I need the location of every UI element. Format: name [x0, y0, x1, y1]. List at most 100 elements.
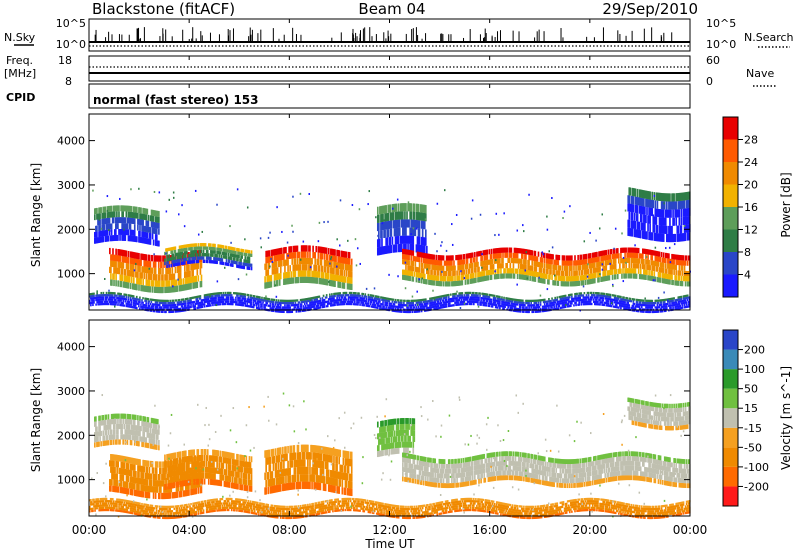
data-cell — [195, 249, 198, 254]
data-cell — [458, 259, 461, 266]
data-cell — [280, 260, 283, 267]
data-cell — [150, 221, 153, 228]
data-cell — [272, 307, 275, 310]
data-cell — [421, 305, 424, 308]
data-cell — [408, 255, 410, 261]
data-cell — [656, 256, 659, 262]
data-cell — [662, 193, 665, 202]
data-cell — [483, 275, 486, 282]
data-cell — [172, 304, 175, 307]
data-cell — [110, 229, 113, 236]
data-cell — [510, 273, 513, 279]
data-cell — [547, 253, 549, 259]
data-cell — [615, 268, 618, 275]
data-cell — [411, 243, 414, 253]
data-cell — [325, 279, 328, 286]
data-cell — [211, 250, 213, 254]
data-cell — [445, 270, 448, 277]
data-cell — [419, 272, 422, 279]
data-cell — [378, 239, 380, 248]
data-cell — [172, 279, 175, 287]
data-cell — [598, 251, 600, 257]
data-cell — [390, 302, 393, 305]
data-cell — [687, 224, 690, 233]
data-cell — [666, 201, 668, 210]
data-cell — [212, 260, 214, 264]
data-cell — [217, 250, 219, 255]
data-cell — [357, 301, 359, 304]
data-cell — [128, 211, 131, 218]
data-cell — [387, 245, 390, 254]
data-cell — [109, 300, 112, 304]
data-cell — [637, 221, 640, 230]
data-cell — [150, 267, 153, 274]
data-cell — [447, 296, 450, 299]
data-cell — [210, 256, 212, 261]
data-cell — [640, 258, 643, 264]
data-cell — [251, 305, 254, 309]
data-cell — [490, 269, 493, 275]
data-cell — [489, 269, 492, 275]
data-cell — [171, 310, 174, 313]
data-cell — [410, 304, 413, 307]
data-cell — [136, 206, 138, 213]
data-cell — [174, 279, 177, 286]
data-cell — [187, 283, 189, 290]
data-cell — [630, 247, 633, 253]
data-cell — [350, 296, 353, 299]
data-cell — [672, 259, 674, 265]
data-cell — [123, 217, 126, 224]
data-cell — [668, 279, 670, 285]
data-cell — [374, 304, 377, 307]
data-cell — [512, 257, 515, 264]
data-cell — [520, 263, 523, 270]
data-cell — [354, 298, 356, 301]
data-cell — [426, 268, 428, 275]
data-cell — [434, 303, 437, 306]
data-cell — [120, 249, 123, 256]
data-cell — [191, 296, 193, 300]
data-cell — [407, 302, 409, 305]
data-cell — [652, 250, 655, 256]
data-cell — [378, 247, 380, 256]
data-cell — [93, 294, 95, 298]
data-cell — [391, 212, 394, 221]
data-cell — [341, 250, 344, 258]
data-cell — [682, 255, 685, 261]
data-cell — [118, 249, 121, 256]
data-cell — [191, 276, 193, 283]
data-cell — [331, 295, 333, 298]
data-cell — [311, 303, 313, 306]
data-cell — [260, 305, 262, 308]
data-cell — [417, 267, 420, 273]
data-cell — [388, 245, 391, 254]
data-cell — [89, 295, 91, 298]
data-cell — [402, 253, 404, 260]
data-cell — [98, 300, 101, 304]
data-cell — [346, 264, 349, 271]
data-cell — [361, 297, 363, 300]
data-cell — [127, 229, 130, 236]
data-cell — [350, 300, 353, 303]
data-cell — [120, 274, 123, 281]
data-cell — [241, 292, 243, 296]
data-cell — [487, 259, 490, 265]
data-cell — [148, 254, 151, 261]
data-cell — [275, 280, 278, 287]
data-cell — [512, 268, 515, 274]
data-cell — [350, 302, 353, 306]
data-cell — [323, 301, 326, 304]
data-cell — [318, 265, 321, 272]
data-cell — [128, 205, 131, 212]
data-cell — [668, 258, 670, 264]
data-cell — [439, 299, 442, 303]
data-cell — [358, 294, 360, 297]
data-cell — [203, 294, 206, 297]
data-cell — [435, 275, 438, 281]
data-cell — [476, 251, 478, 257]
data-cell — [670, 225, 672, 235]
data-cell — [201, 253, 204, 257]
data-cell — [111, 260, 113, 267]
data-cell — [205, 246, 208, 250]
data-cell — [438, 260, 441, 266]
